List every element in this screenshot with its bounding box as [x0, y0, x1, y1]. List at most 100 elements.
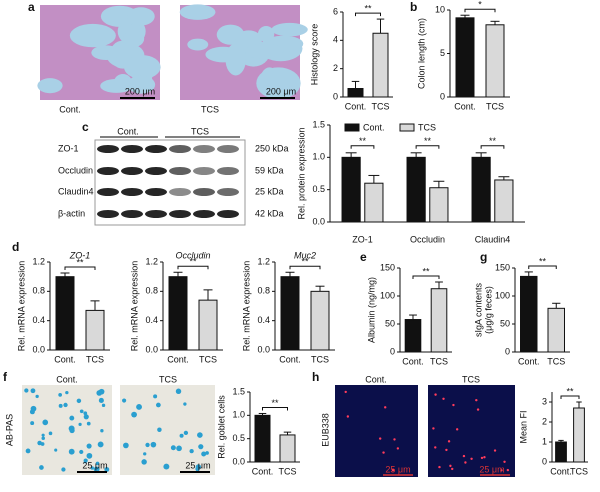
fish-dot	[503, 460, 506, 464]
x-tick-label: TCS	[430, 356, 448, 366]
x-tick-label: Cont.	[279, 354, 301, 364]
goblet-dot	[150, 441, 157, 448]
fish-dot	[382, 451, 385, 454]
lumen	[100, 5, 139, 27]
lumen	[37, 78, 63, 94]
goblet-dot	[30, 421, 35, 426]
x-tick-label: Cont.	[252, 466, 274, 476]
bar	[310, 290, 330, 351]
y-axis-label: Rel. protein expression	[296, 127, 306, 219]
bar	[85, 309, 105, 351]
y-tick-label: 0	[505, 346, 510, 356]
blot-protein: β-actin	[58, 208, 85, 218]
y-axis-label: Mean FI	[518, 410, 528, 443]
y-tick-label: 1.2	[257, 256, 270, 266]
blot-frame	[94, 139, 246, 226]
x-tick-label: TCS	[570, 466, 588, 476]
fish-dot	[442, 397, 445, 400]
significance-bracket	[560, 395, 580, 399]
blot-band	[193, 210, 215, 218]
bar	[279, 434, 296, 463]
blot-size: 250 kDa	[255, 143, 289, 153]
significance-bracket	[355, 12, 381, 17]
image-label: TCS	[462, 374, 480, 384]
fish-dot	[449, 464, 452, 468]
significance: **	[422, 266, 430, 276]
blot-band	[217, 210, 239, 218]
goblet-dot	[65, 390, 69, 395]
significance-bracket	[412, 275, 440, 279]
x-tick-label: Cont.	[550, 466, 572, 476]
x-tick-label: Cont.	[345, 101, 367, 111]
fish-dot	[445, 448, 448, 452]
goblet-dot	[141, 459, 147, 465]
x-tick-label: TCS	[547, 356, 565, 366]
goblet-dot	[79, 449, 84, 455]
goblet-dot	[61, 467, 66, 472]
goblet-dot	[42, 419, 49, 426]
bar	[341, 156, 361, 223]
goblet-dot	[48, 431, 53, 436]
goblet-dot	[63, 402, 68, 408]
fish-dot	[475, 398, 478, 402]
blot-band	[145, 145, 167, 153]
fish-dot	[447, 440, 451, 443]
image-label: Cont.	[56, 374, 78, 384]
y-tick-label: 0.0	[257, 344, 270, 354]
lumen	[127, 7, 155, 26]
goblet-dot	[95, 461, 100, 466]
y-tick-label: 1.5	[312, 119, 325, 129]
scale-bar-label: 25 μm	[385, 464, 410, 474]
goblet-dot	[198, 444, 204, 450]
fish-dot	[506, 468, 510, 472]
goblet-dot	[78, 422, 82, 426]
y-axis-label: Rel. mRNA expression	[16, 261, 26, 352]
x-tick-label: TCS	[279, 466, 297, 476]
bar	[547, 307, 565, 353]
stain-label: AB-PAS	[4, 414, 14, 446]
y-tick-label: 10	[435, 4, 445, 14]
goblet-dot	[76, 398, 82, 404]
y-tick-label: 4	[333, 35, 338, 45]
goblet-dot	[98, 397, 104, 403]
fish-dot	[438, 465, 441, 469]
significance-bracket	[177, 265, 209, 270]
goblet-dot	[205, 451, 209, 455]
blot-size: 25 kDa	[255, 186, 284, 196]
goblet-dot	[100, 429, 104, 433]
y-tick-label: 0.8	[32, 286, 45, 296]
significance-bracket	[464, 8, 496, 13]
blot-band	[97, 188, 119, 196]
blot-protein: ZO-1	[58, 143, 79, 153]
fish-dot	[455, 428, 459, 431]
goblet-dot	[131, 411, 137, 418]
blot-band	[217, 145, 239, 153]
goblet-dot	[68, 425, 75, 432]
goblet-dot	[25, 448, 31, 454]
significance: **	[301, 257, 309, 267]
blot-band	[217, 167, 239, 175]
bar	[168, 276, 188, 351]
blot-band	[145, 188, 167, 196]
goblet-dot	[90, 466, 94, 470]
goblet-dot	[122, 398, 127, 403]
blot-band	[193, 167, 215, 175]
goblet-dot	[83, 411, 88, 416]
y-tick-label: 0.0	[32, 344, 45, 354]
y-axis-label: Albumin (ng/mg)	[366, 277, 376, 343]
y-tick-label: 150	[380, 262, 395, 272]
y-axis-label: Rel. mRNA expression	[129, 261, 139, 352]
y-axis-label: sIgA contents	[473, 282, 483, 337]
goblet-dot	[157, 427, 162, 432]
blot-protein: Claudin4	[58, 186, 94, 196]
image-label: Cont.	[59, 104, 81, 114]
goblet-dot	[201, 451, 207, 457]
x-tick-label: TCS	[199, 354, 217, 364]
goblet-dot	[86, 443, 92, 449]
legend-label: Cont.	[363, 122, 385, 132]
fish-dot	[476, 408, 480, 411]
blot-band	[193, 145, 215, 153]
legend-swatch	[344, 123, 360, 132]
y-axis-label: Rel. goblet cells	[216, 395, 226, 459]
bar	[555, 441, 567, 463]
